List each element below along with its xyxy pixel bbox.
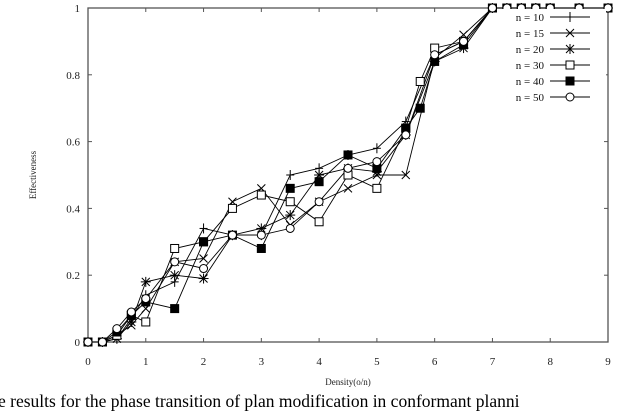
square-open-marker-icon: [285, 197, 295, 207]
plus-marker-icon: [199, 223, 208, 234]
circle-open-marker-icon: [227, 230, 237, 240]
circle-open-marker-icon: [401, 130, 411, 140]
y-tick-label: 0.4: [66, 203, 80, 215]
square-open-marker-icon: [170, 243, 180, 253]
y-axis-label: Effectiveness: [28, 150, 38, 199]
square-open-marker-icon: [227, 203, 237, 213]
x-marker-icon: [565, 28, 575, 38]
x-tick-label: 6: [432, 356, 438, 368]
x-tick-label: 0: [85, 356, 91, 368]
circle-open-marker-icon: [199, 264, 209, 274]
x-marker-icon: [343, 184, 353, 193]
legend-label: n = 10: [516, 12, 545, 24]
square-open-marker-icon: [372, 183, 382, 193]
circle-open-marker-icon: [430, 50, 440, 60]
y-tick-label: 0.8: [66, 70, 80, 82]
x-marker-icon: [199, 254, 208, 263]
legend-label: n = 50: [516, 92, 545, 104]
star-marker-icon: [285, 210, 296, 221]
plus-marker-icon: [372, 143, 381, 154]
x-tick-label: 5: [374, 356, 380, 368]
square-filled-marker-icon: [170, 304, 180, 314]
circle-open-marker-icon: [372, 157, 382, 167]
circle-open-marker-icon: [126, 307, 136, 317]
y-tick-label: 0.6: [66, 137, 80, 149]
circle-open-marker-icon: [565, 92, 575, 102]
x-tick-label: 9: [605, 356, 611, 368]
circle-open-marker-icon: [97, 337, 107, 347]
x-tick-label: 8: [547, 356, 553, 368]
square-open-marker-icon: [565, 60, 575, 70]
square-open-marker-icon: [415, 76, 425, 86]
square-filled-marker-icon: [565, 76, 575, 86]
square-filled-marker-icon: [256, 243, 266, 253]
star-marker-icon: [169, 270, 180, 281]
square-open-marker-icon: [256, 190, 266, 200]
star-marker-icon: [565, 44, 575, 54]
legend-label: n = 15: [516, 28, 545, 40]
plus-marker-icon: [286, 170, 295, 180]
legend-item: n = 20: [516, 44, 590, 56]
x-tick-label: 4: [316, 356, 322, 368]
square-filled-marker-icon: [343, 150, 353, 160]
x-tick-label: 1: [143, 356, 149, 368]
y-tick-label: 1: [75, 3, 81, 15]
series-layer: [83, 3, 613, 347]
legend: n = 10 n = 15 n = 20 n = 30 n = 40 n = 50: [500, 9, 606, 105]
plot-border: [87, 7, 609, 343]
square-filled-marker-icon: [199, 237, 209, 247]
circle-open-marker-icon: [314, 197, 324, 207]
circle-open-marker-icon: [112, 324, 122, 334]
legend-item: n = 40: [516, 76, 590, 88]
figure-caption: e results for the phase transition of pl…: [0, 391, 520, 411]
legend-item: n = 10: [516, 12, 590, 24]
legend-label: n = 20: [516, 44, 545, 56]
x-marker-icon: [401, 170, 411, 180]
square-filled-marker-icon: [285, 183, 295, 193]
circle-open-marker-icon: [487, 3, 497, 13]
square-open-marker-icon: [141, 317, 151, 327]
x-tick-label: 3: [259, 356, 265, 368]
circle-open-marker-icon: [141, 294, 151, 304]
circle-open-marker-icon: [83, 337, 93, 347]
circle-open-marker-icon: [170, 257, 180, 267]
legend-item: n = 50: [516, 92, 590, 104]
square-filled-marker-icon: [314, 177, 324, 187]
legend-item: n = 15: [516, 28, 590, 40]
circle-open-marker-icon: [285, 223, 295, 233]
circle-open-marker-icon: [256, 230, 266, 240]
y-tick-label: 0: [75, 337, 81, 349]
square-filled-marker-icon: [415, 103, 425, 113]
square-open-marker-icon: [314, 217, 324, 227]
legend-label: n = 40: [516, 76, 545, 88]
plus-marker-icon: [566, 12, 574, 22]
legend-label: n = 30: [516, 60, 545, 72]
star-marker-icon: [140, 276, 151, 287]
x-tick-label: 2: [201, 356, 207, 368]
y-tick-label: 0.2: [66, 270, 80, 282]
plot-frame: [87, 7, 609, 343]
x-axis-label: Density(o/n): [325, 377, 371, 387]
axis-ticks: 0 1 2 3 4 5 6 7 8 9 0 0.2 0.4 0.6 0.8 1: [66, 3, 611, 368]
circle-open-marker-icon: [343, 163, 353, 173]
circle-open-marker-icon: [459, 36, 469, 46]
legend-item: n = 30: [516, 60, 590, 72]
star-marker-icon: [198, 273, 209, 284]
x-tick-label: 7: [490, 356, 496, 368]
